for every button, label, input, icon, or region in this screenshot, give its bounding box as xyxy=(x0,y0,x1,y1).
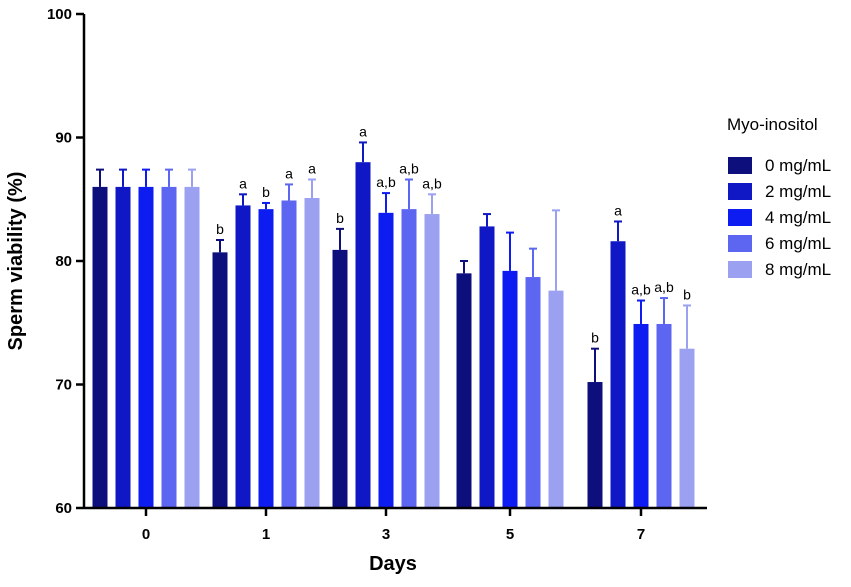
significance-label: a,b xyxy=(631,282,651,298)
bar xyxy=(235,205,251,509)
bar xyxy=(281,200,297,509)
significance-label: b xyxy=(683,286,691,302)
bar xyxy=(633,323,649,508)
bar xyxy=(424,214,440,508)
significance-label: b xyxy=(591,330,599,346)
significance-label: b xyxy=(336,210,344,226)
significance-label: a,b xyxy=(376,174,396,190)
bar xyxy=(184,186,200,508)
y-tick-label: 70 xyxy=(55,377,72,394)
bar xyxy=(92,186,108,508)
x-axis-title: Days xyxy=(369,553,417,575)
x-tick-label: 3 xyxy=(382,526,390,543)
x-tick-label: 0 xyxy=(142,526,150,543)
bar xyxy=(456,273,472,508)
legend-label: 2 mg/mL xyxy=(765,182,831,201)
bar xyxy=(212,252,228,508)
bar xyxy=(304,198,320,508)
y-tick-label: 100 xyxy=(47,6,72,23)
legend-swatch xyxy=(728,235,752,252)
bar xyxy=(525,277,541,508)
legend-label: 0 mg/mL xyxy=(765,156,831,175)
x-tick-label: 7 xyxy=(637,526,645,543)
significance-label: a,b xyxy=(654,279,674,295)
bar xyxy=(115,186,131,508)
significance-label: a xyxy=(239,175,247,191)
bar xyxy=(548,290,564,508)
significance-label: a,b xyxy=(399,160,419,176)
bar xyxy=(332,249,348,508)
bar xyxy=(656,323,672,508)
bar xyxy=(587,382,603,508)
legend-swatch xyxy=(728,157,752,174)
bar xyxy=(161,186,177,508)
legend-title: Myo-inositol xyxy=(727,115,818,134)
y-tick-label: 90 xyxy=(55,130,72,147)
y-tick-label: 60 xyxy=(55,500,72,517)
significance-label: b xyxy=(262,184,270,200)
significance-label: a xyxy=(359,123,367,139)
legend: Myo-inositol 0 mg/mL 2 mg/mL 4 mg/mL 6 mg/m… xyxy=(727,115,831,279)
legend-swatch xyxy=(728,183,752,200)
significance-label: a xyxy=(308,160,316,176)
y-tick-label: 80 xyxy=(55,253,72,270)
bars-layer xyxy=(92,141,695,509)
legend-swatch xyxy=(728,209,752,226)
significance-label: a,b xyxy=(422,175,442,191)
bar xyxy=(610,241,626,509)
bar xyxy=(502,270,518,508)
bar xyxy=(138,186,154,508)
bar xyxy=(378,212,394,508)
x-tick-label: 1 xyxy=(262,526,270,543)
significance-label: b xyxy=(216,221,224,237)
bar xyxy=(355,162,371,508)
bar xyxy=(479,226,495,509)
legend-label: 4 mg/mL xyxy=(765,208,831,227)
legend-swatch xyxy=(728,261,752,278)
bar xyxy=(258,209,274,508)
x-tick-label: 5 xyxy=(506,526,514,543)
legend-label: 8 mg/mL xyxy=(765,260,831,279)
legend-label: 6 mg/mL xyxy=(765,234,831,253)
bar xyxy=(401,209,417,508)
y-axis-title: Sperm viability (%) xyxy=(5,172,27,351)
significance-label: a xyxy=(285,165,293,181)
ticks-layer: 60 70 80 90 100 0 1 3 5 7 xyxy=(47,6,645,543)
bar xyxy=(679,348,695,508)
significance-label: a xyxy=(614,202,622,218)
